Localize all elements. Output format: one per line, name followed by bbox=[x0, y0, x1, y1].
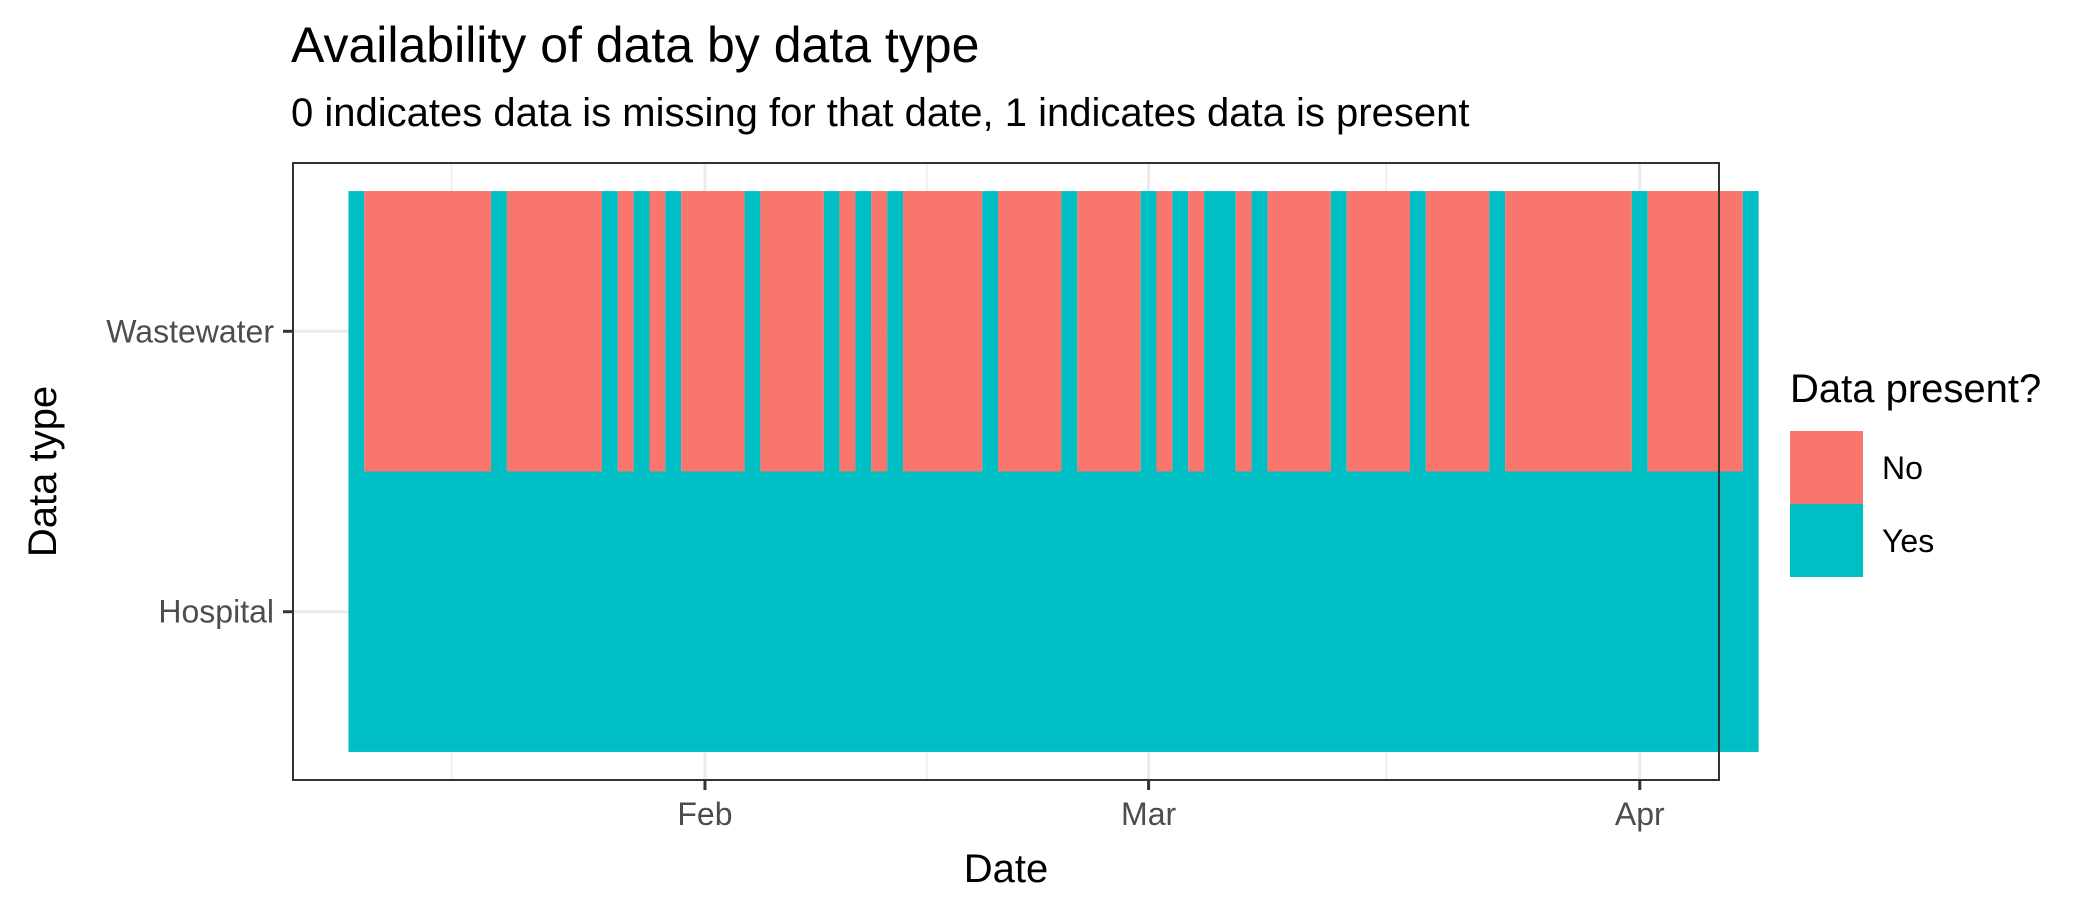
tile-wastewater-yes bbox=[1410, 191, 1426, 472]
plot-area bbox=[292, 162, 1759, 781]
tile-wastewater-no bbox=[1156, 191, 1173, 472]
tile-wastewater-no bbox=[839, 191, 856, 472]
tile-wastewater-no bbox=[1346, 191, 1411, 472]
tile-wastewater-yes bbox=[823, 191, 840, 472]
chart-title: Availability of data by data type bbox=[291, 17, 979, 73]
tile-wastewater-no bbox=[1077, 191, 1141, 472]
x-axis-title: Date bbox=[964, 847, 1049, 891]
legend: Data present? No Yes bbox=[1790, 367, 2041, 577]
tile-wastewater-yes bbox=[982, 191, 999, 472]
tile-wastewater-yes bbox=[665, 191, 682, 472]
tile-wastewater-no bbox=[1425, 191, 1490, 472]
legend-label-yes: Yes bbox=[1882, 523, 1934, 559]
tile-wastewater-yes bbox=[348, 191, 365, 472]
tile-wastewater-yes bbox=[1489, 191, 1506, 472]
axes: Feb Mar Apr Wastewater Hospital bbox=[106, 313, 1665, 832]
tile-hospital-yes bbox=[348, 471, 1759, 752]
tile-wastewater-no bbox=[1188, 191, 1205, 472]
tile-wastewater-yes bbox=[1251, 191, 1268, 472]
tile-wastewater-no bbox=[649, 191, 666, 472]
tile-wastewater-yes bbox=[491, 191, 507, 472]
tile-wastewater-yes bbox=[633, 191, 650, 472]
tile-wastewater-no bbox=[364, 191, 492, 472]
y-axis-title: Data type bbox=[21, 386, 65, 557]
tile-wastewater-no bbox=[998, 191, 1062, 472]
y-tick-label: Hospital bbox=[158, 594, 274, 630]
x-tick-label: Feb bbox=[677, 796, 732, 832]
tile-wastewater-no bbox=[617, 191, 634, 472]
tile-wastewater-no bbox=[1267, 191, 1331, 472]
tile-wastewater-yes bbox=[1172, 191, 1189, 472]
tile-wastewater-yes bbox=[1631, 191, 1648, 472]
tile-wastewater-no bbox=[1505, 191, 1632, 472]
tile-wastewater-no bbox=[1647, 191, 1743, 472]
tile-wastewater-no bbox=[681, 191, 745, 472]
legend-key-yes bbox=[1790, 504, 1863, 577]
x-tick-label: Mar bbox=[1121, 796, 1176, 832]
tile-wastewater-no bbox=[1235, 191, 1252, 472]
legend-key-no bbox=[1790, 431, 1863, 504]
y-tick-label: Wastewater bbox=[106, 313, 274, 349]
tile-wastewater-no bbox=[871, 191, 888, 472]
tile-wastewater-yes bbox=[1204, 191, 1236, 472]
x-tick-label: Apr bbox=[1615, 796, 1665, 832]
tile-wastewater-yes bbox=[601, 191, 618, 472]
chart-subtitle: 0 indicates data is missing for that dat… bbox=[291, 91, 1469, 135]
tile-wastewater-no bbox=[760, 191, 824, 472]
panel-border bbox=[292, 162, 1720, 781]
legend-label-no: No bbox=[1882, 450, 1923, 486]
tile-wastewater-yes bbox=[1742, 191, 1759, 472]
tile-wastewater-yes bbox=[1330, 191, 1347, 472]
tile-wastewater-yes bbox=[744, 191, 761, 472]
tile-wastewater-no bbox=[506, 191, 602, 472]
legend-title: Data present? bbox=[1790, 367, 2041, 411]
tile-wastewater-yes bbox=[1061, 191, 1078, 472]
tile-wastewater-yes bbox=[855, 191, 872, 472]
tile-wastewater-yes bbox=[887, 191, 904, 472]
tile-wastewater-no bbox=[903, 191, 983, 472]
tile-wastewater-yes bbox=[1140, 191, 1157, 472]
